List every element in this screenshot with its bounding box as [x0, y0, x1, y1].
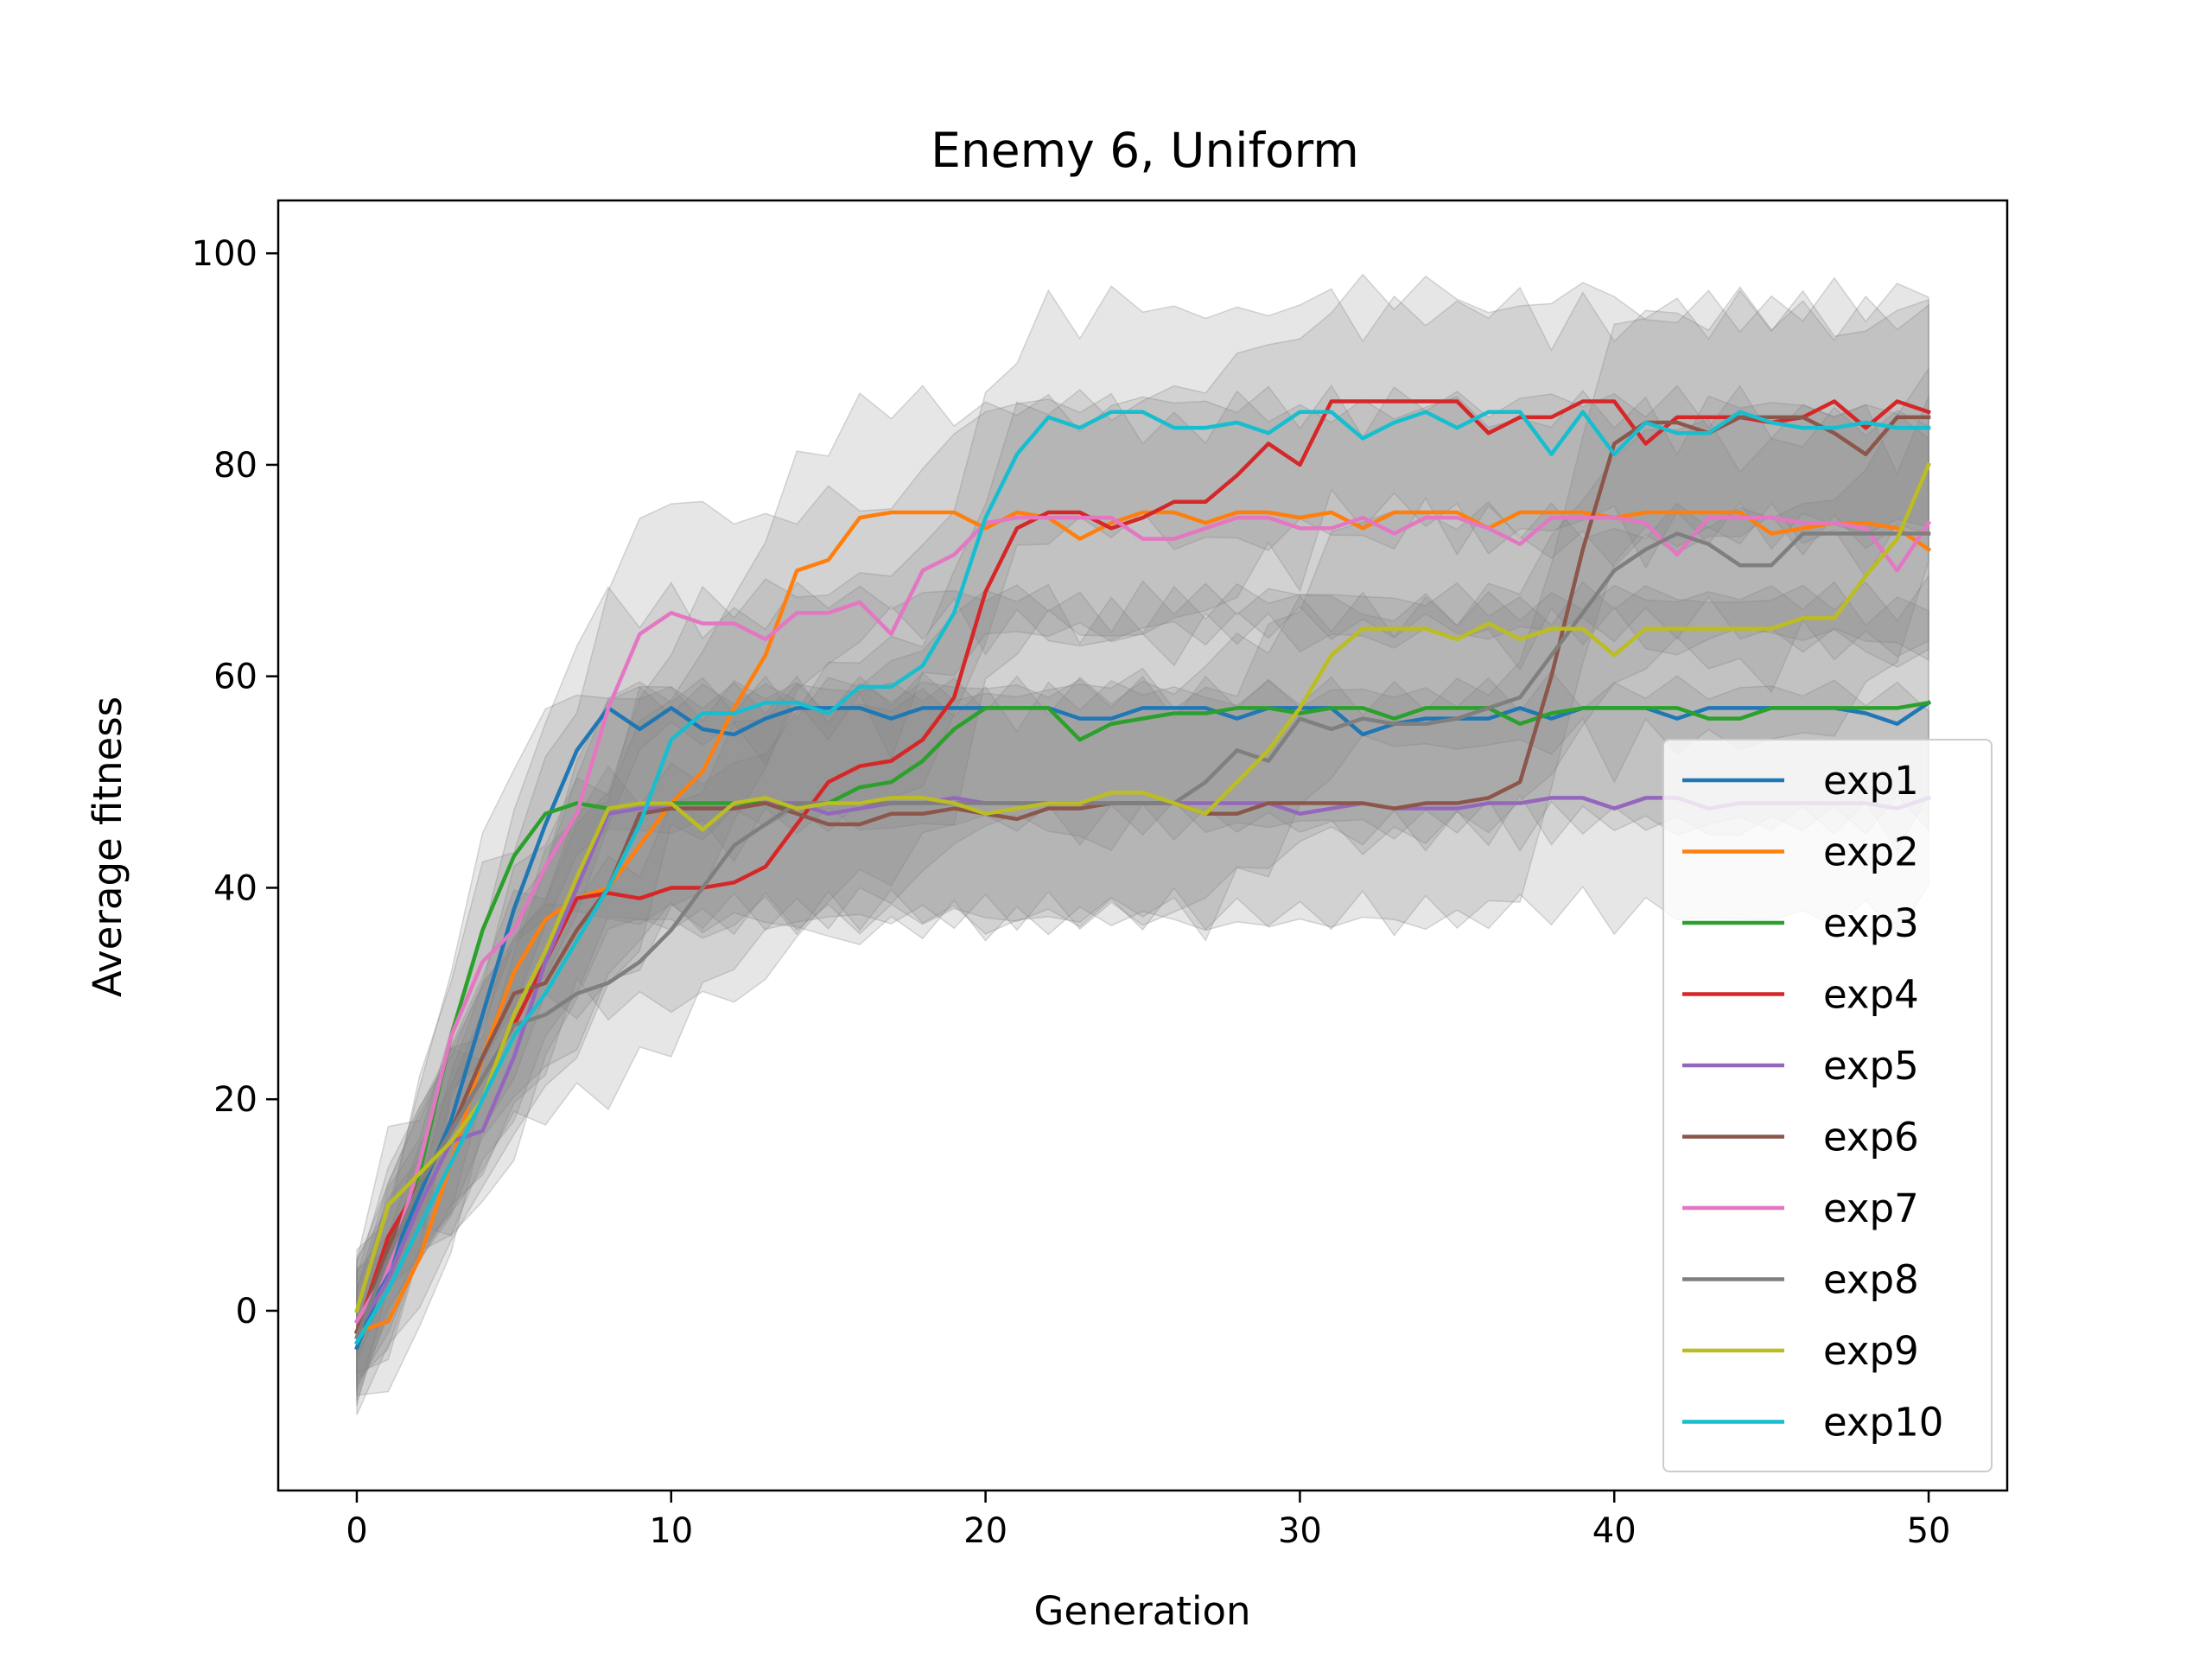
x-tick-label: 40: [1592, 1511, 1637, 1551]
series-line-exp4: [354, 399, 1931, 1335]
variance-bands: [356, 273, 1929, 1415]
legend: exp1 exp2 exp3 exp4 exp5 exp6 exp7 exp8 exp9 exp1…: [1662, 739, 1993, 1472]
x-tick-label: 10: [649, 1511, 693, 1551]
band-exp4: [356, 273, 1929, 1389]
legend-label-exp4: exp4: [1823, 972, 1919, 1018]
x-axis-label: Generation: [1033, 1588, 1250, 1634]
band-exp2: [356, 384, 1929, 1396]
x-axis-ticks: 0 10 20 30 40 50: [346, 1491, 1950, 1551]
legend-label-exp10: exp10: [1823, 1400, 1943, 1446]
series-lines: [353, 399, 1932, 1351]
x-tick-label: 30: [1278, 1511, 1322, 1551]
band-exp8: [356, 406, 1929, 1388]
legend-label-exp7: exp7: [1823, 1185, 1919, 1231]
y-axis-label: Average fitness: [85, 696, 130, 997]
legend-label-exp8: exp8: [1823, 1257, 1919, 1303]
series-line-exp10: [353, 410, 1931, 1345]
legend-label-exp3: exp3: [1823, 900, 1919, 946]
legend-label-exp2: exp2: [1823, 830, 1919, 875]
y-tick-label: 40: [213, 868, 257, 908]
plot-frame: [276, 199, 2009, 1492]
legend-label-exp1: exp1: [1823, 758, 1919, 804]
band-exp7: [356, 390, 1929, 1394]
y-axis-ticks: 0 20 40 60 80 100: [192, 234, 278, 1332]
band-exp9: [356, 366, 1929, 1362]
y-tick-label: 80: [213, 446, 257, 486]
series-line-exp7: [353, 515, 1932, 1325]
chart-title: Enemy 6, Uniform: [931, 123, 1359, 178]
series-line-exp1: [354, 700, 1932, 1351]
x-tick-label: 20: [963, 1511, 1007, 1551]
legend-label-exp6: exp6: [1823, 1115, 1919, 1160]
x-tick-label: 50: [1907, 1511, 1951, 1551]
series-line-exp9: [354, 461, 1931, 1313]
legend-label-exp5: exp5: [1823, 1043, 1919, 1089]
y-tick-label: 60: [213, 658, 257, 697]
series-line-exp2: [354, 510, 1932, 1335]
y-tick-label: 20: [213, 1080, 257, 1120]
series-line-exp8: [354, 531, 1931, 1340]
legend-label-exp9: exp9: [1823, 1328, 1919, 1374]
y-tick-label: 0: [236, 1292, 257, 1332]
y-tick-label: 100: [192, 234, 257, 274]
x-tick-label: 0: [346, 1511, 367, 1551]
